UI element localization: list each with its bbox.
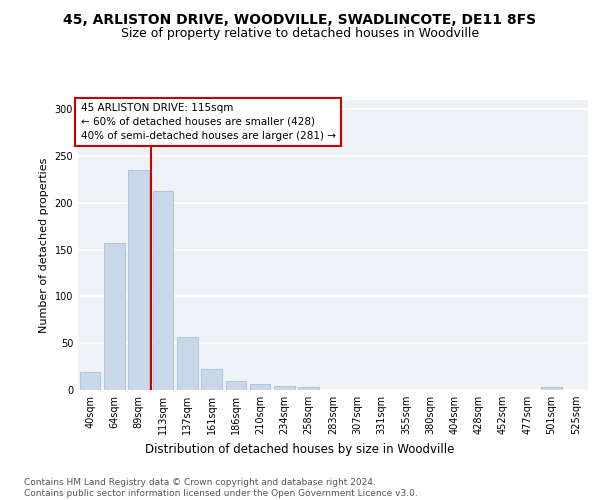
- Bar: [541, 387, 562, 390]
- Text: Contains HM Land Registry data © Crown copyright and database right 2024.
Contai: Contains HM Land Registry data © Crown c…: [24, 478, 418, 498]
- Text: Distribution of detached houses by size in Woodville: Distribution of detached houses by size …: [145, 442, 455, 456]
- Bar: [298, 387, 319, 390]
- Bar: [128, 170, 149, 390]
- Text: Size of property relative to detached houses in Woodville: Size of property relative to detached ho…: [121, 28, 479, 40]
- Bar: [152, 190, 173, 390]
- Bar: [177, 336, 197, 390]
- Bar: [274, 386, 295, 390]
- Y-axis label: Number of detached properties: Number of detached properties: [39, 158, 49, 332]
- Bar: [104, 243, 125, 390]
- Bar: [250, 384, 271, 390]
- Text: 45, ARLISTON DRIVE, WOODVILLE, SWADLINCOTE, DE11 8FS: 45, ARLISTON DRIVE, WOODVILLE, SWADLINCO…: [64, 12, 536, 26]
- Bar: [201, 370, 222, 390]
- Bar: [226, 380, 246, 390]
- Bar: [80, 372, 100, 390]
- Text: 45 ARLISTON DRIVE: 115sqm
← 60% of detached houses are smaller (428)
40% of semi: 45 ARLISTON DRIVE: 115sqm ← 60% of detac…: [80, 103, 335, 141]
